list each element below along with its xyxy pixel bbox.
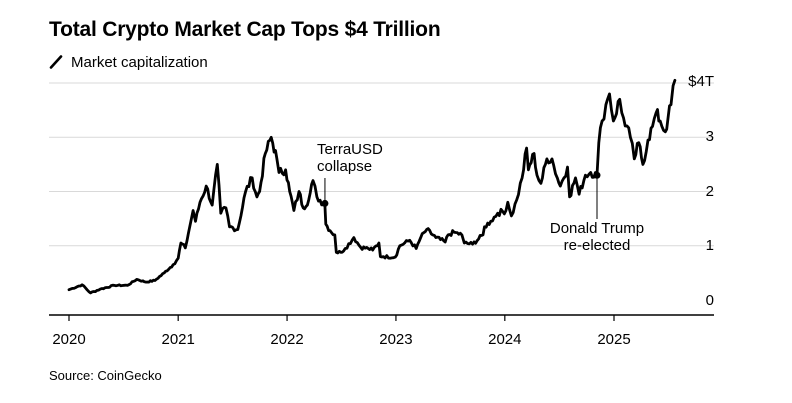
x-tick-label: 2022 (270, 331, 303, 348)
annotation-text-trump: re-elected (564, 237, 631, 254)
annotation-text-terrausd: TerraUSD (317, 141, 383, 158)
annotation-marker-terrausd (321, 199, 329, 207)
legend: Market capitalization (49, 52, 208, 72)
x-tick-label: 2021 (161, 331, 194, 348)
x-tick-label: 2020 (52, 331, 85, 348)
annotation-text-trump: Donald Trump (550, 220, 644, 237)
gridlines (49, 82, 714, 247)
series-line-market-capitalization (67, 78, 677, 295)
x-tick-label: 2024 (488, 331, 521, 348)
chart-title: Total Crypto Market Cap Tops $4 Trillion (49, 18, 441, 41)
annotation-text-terrausd: collapse (317, 158, 372, 175)
legend-label: Market capitalization (71, 53, 208, 71)
x-axis-ticks: 2020 2021 2022 2023 2024 2025 (52, 315, 631, 348)
y-axis-tick-labels: 0 1 2 3 $4T (688, 73, 714, 309)
x-tick-label: 2025 (597, 331, 630, 348)
y-tick-label: 3 (706, 128, 714, 145)
legend-line-swatch-icon (49, 55, 63, 69)
source-note: Source: CoinGecko (49, 368, 162, 383)
x-tick-label: 2023 (379, 331, 412, 348)
annotation-marker-trump (593, 171, 601, 179)
y-tick-label: 0 (706, 292, 714, 309)
y-tick-label: 1 (706, 237, 714, 254)
y-tick-label: 2 (706, 183, 714, 200)
y-tick-label: $4T (688, 73, 714, 90)
